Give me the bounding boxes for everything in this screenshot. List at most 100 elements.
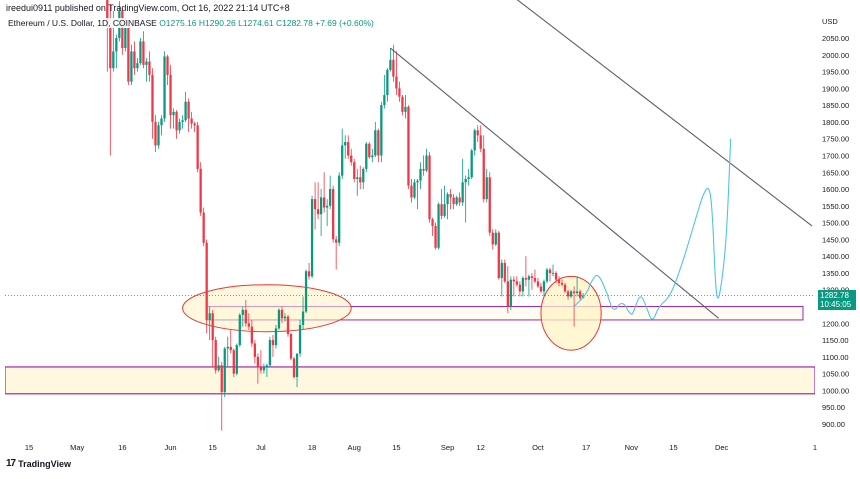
candle[interactable] (380, 101, 383, 163)
candle[interactable] (473, 128, 476, 156)
candle[interactable] (404, 95, 407, 119)
candle[interactable] (344, 135, 347, 159)
candle[interactable] (322, 172, 326, 213)
circle-annotation-right[interactable] (540, 275, 602, 351)
candle[interactable] (527, 274, 531, 297)
support-zone-lower[interactable] (5, 366, 815, 395)
candle[interactable] (325, 199, 329, 226)
candle[interactable] (109, 4, 112, 156)
candle[interactable] (341, 128, 344, 179)
candle[interactable] (353, 158, 356, 183)
candle[interactable] (497, 231, 500, 280)
candle[interactable] (329, 175, 332, 210)
candle[interactable] (458, 192, 461, 206)
candle[interactable] (235, 343, 238, 376)
candle[interactable] (205, 239, 208, 334)
candle[interactable] (238, 313, 241, 347)
candle[interactable] (319, 189, 323, 237)
candle[interactable] (226, 336, 229, 367)
candle[interactable] (512, 276, 515, 297)
candle[interactable] (145, 58, 148, 82)
candle[interactable] (386, 68, 389, 102)
candle[interactable] (383, 74, 386, 109)
candle[interactable] (488, 172, 491, 237)
candle[interactable] (277, 308, 281, 331)
candle[interactable] (214, 336, 217, 374)
candle[interactable] (401, 95, 404, 116)
candle[interactable] (163, 51, 166, 122)
candle[interactable] (148, 51, 151, 82)
candle[interactable] (452, 194, 455, 210)
candle[interactable] (136, 58, 139, 72)
candle[interactable] (259, 350, 263, 374)
candle[interactable] (557, 276, 561, 287)
candle[interactable] (533, 269, 537, 284)
candle[interactable] (476, 125, 479, 143)
candle[interactable] (566, 289, 570, 300)
candle[interactable] (271, 335, 275, 357)
candle[interactable] (196, 121, 199, 173)
candle[interactable] (389, 48, 392, 72)
candle[interactable] (106, 0, 109, 72)
candle[interactable] (509, 276, 512, 310)
candle[interactable] (551, 264, 555, 277)
candle[interactable] (130, 44, 133, 85)
candle[interactable] (356, 168, 359, 196)
candle[interactable] (241, 306, 244, 327)
candle[interactable] (506, 266, 509, 314)
candle[interactable] (485, 168, 488, 203)
candle[interactable] (262, 363, 266, 374)
candle[interactable] (178, 118, 181, 134)
candle[interactable] (175, 110, 178, 139)
candle[interactable] (229, 330, 232, 354)
candle[interactable] (169, 64, 172, 129)
candle[interactable] (301, 296, 305, 331)
candle[interactable] (253, 340, 257, 364)
candle[interactable] (223, 346, 226, 398)
candle[interactable] (338, 172, 341, 247)
candle[interactable] (295, 353, 299, 388)
candle[interactable] (464, 175, 467, 223)
candle[interactable] (247, 313, 250, 331)
candle[interactable] (211, 309, 214, 367)
candle[interactable] (437, 202, 440, 250)
candle[interactable] (365, 142, 368, 173)
candle[interactable] (575, 276, 579, 297)
candle[interactable] (256, 353, 260, 384)
candle[interactable] (548, 267, 552, 282)
candle[interactable] (467, 168, 470, 186)
candle[interactable] (268, 336, 272, 367)
candle[interactable] (193, 121, 196, 132)
candle[interactable] (190, 111, 193, 129)
candle[interactable] (208, 306, 211, 341)
candle[interactable] (283, 313, 287, 322)
candle[interactable] (461, 158, 464, 206)
candle[interactable] (347, 135, 350, 159)
projection-path[interactable] (573, 138, 732, 320)
candle[interactable] (455, 195, 458, 206)
candle[interactable] (446, 192, 449, 220)
candle[interactable] (151, 68, 154, 139)
candle[interactable] (398, 81, 401, 102)
candle[interactable] (377, 128, 380, 163)
candle[interactable] (362, 167, 365, 190)
candle[interactable] (265, 363, 269, 378)
candle[interactable] (395, 51, 398, 96)
candle[interactable] (413, 178, 416, 200)
candle[interactable] (536, 277, 540, 289)
candle[interactable] (449, 189, 452, 210)
candle[interactable] (154, 115, 157, 153)
candle[interactable] (578, 289, 582, 300)
candle[interactable] (470, 148, 473, 179)
candle[interactable] (500, 259, 503, 297)
candle[interactable] (524, 256, 528, 287)
candle[interactable] (518, 281, 522, 297)
candle[interactable] (374, 121, 377, 158)
candle[interactable] (220, 361, 223, 431)
candle[interactable] (286, 314, 290, 337)
candle[interactable] (539, 283, 543, 294)
candle[interactable] (431, 217, 434, 237)
ellipse-annotation-left[interactable] (182, 284, 352, 333)
candle[interactable] (121, 7, 124, 55)
candle[interactable] (479, 125, 482, 153)
